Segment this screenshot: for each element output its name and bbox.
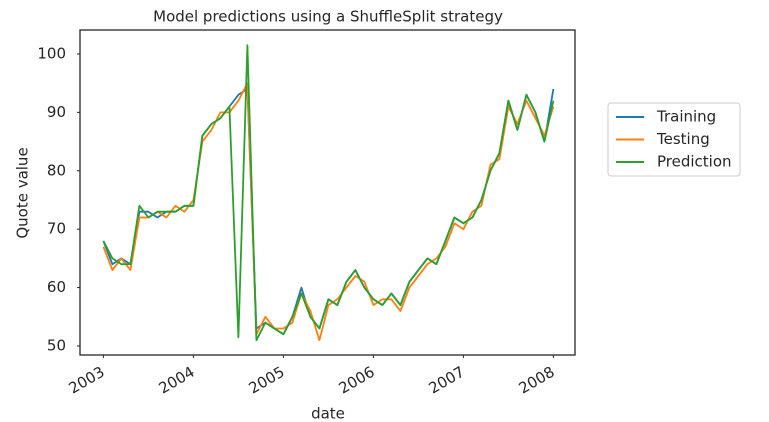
legend-box: [607, 102, 741, 177]
y-tick-label: 90: [47, 103, 66, 121]
x-tick-label: 2005: [246, 363, 288, 398]
y-tick-label: 100: [37, 44, 66, 62]
x-tick-label: 2003: [66, 363, 108, 398]
x-tick-label: 2008: [516, 363, 558, 398]
x-axis-label: date: [311, 405, 345, 422]
y-tick-label: 80: [47, 161, 66, 179]
y-tick-label: 50: [47, 337, 66, 355]
plot-frame: [79, 29, 576, 356]
x-tick-label: 2006: [336, 363, 378, 398]
x-tick-label: 2004: [156, 363, 198, 398]
y-tick-label: 60: [47, 278, 66, 296]
x-tick-label: 2007: [426, 363, 468, 398]
series-line: [102, 44, 555, 342]
y-tick-label: 70: [47, 220, 66, 238]
chart-title: Model predictions using a ShuffleSplit s…: [153, 8, 503, 26]
y-axis-label: Quote value: [14, 147, 32, 238]
legend-label: Prediction: [657, 153, 732, 171]
legend-label: Training: [656, 108, 716, 126]
legend-label: Testing: [656, 130, 710, 148]
